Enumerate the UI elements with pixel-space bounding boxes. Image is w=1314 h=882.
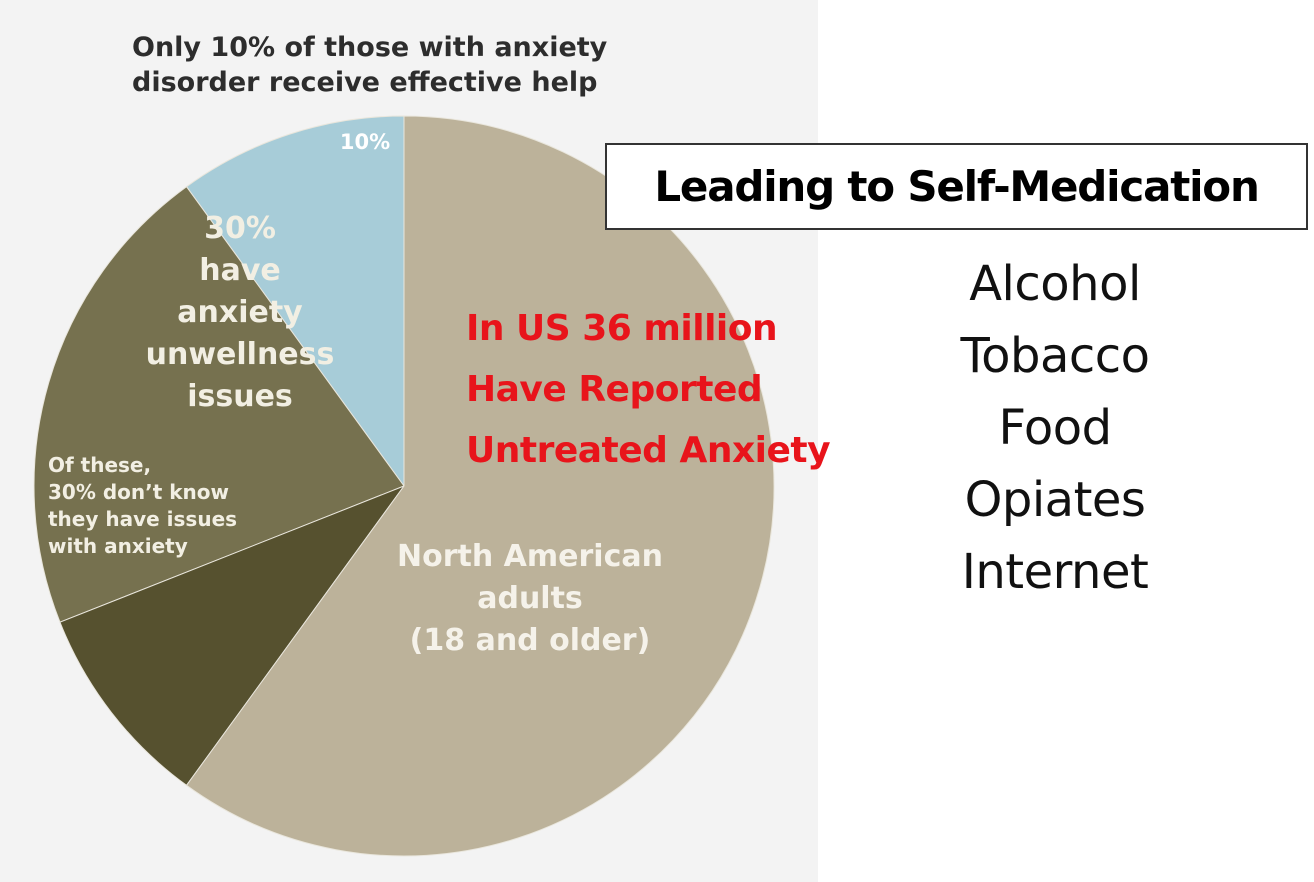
slice-label-line: anxiety	[177, 295, 303, 330]
slice-label-line: (18 and older)	[409, 623, 651, 658]
slice-label-10-percent: 10%	[339, 130, 391, 154]
slice-label-line: issues	[187, 379, 293, 414]
pie-slice-unaware	[59, 484, 406, 787]
list-item: Food	[998, 400, 1112, 456]
list-item: Tobacco	[960, 328, 1150, 384]
callout-line: Have Reported	[466, 369, 763, 410]
slice-label-unaware: Of these, 30% don’t know they have issue…	[48, 452, 308, 560]
slice-label-north-american-adults: North American adults (18 and older)	[340, 536, 720, 662]
pie-slice-effective-help	[185, 115, 405, 488]
slice-label-line: adults	[477, 581, 583, 616]
headline-box: Leading to Self-Medication	[605, 143, 1308, 230]
headline: Leading to Self-Medication	[654, 162, 1259, 211]
list-item: Opiates	[964, 472, 1146, 528]
chart-title-line: disorder receive effective help	[132, 67, 598, 98]
slice-label-line: have	[199, 253, 281, 288]
untreated-anxiety-callout: In US 36 million Have Reported Untreated…	[466, 298, 886, 481]
slice-label-line: North American	[397, 539, 663, 574]
slice-label-line: they have issues	[48, 507, 238, 531]
list-item: Internet	[961, 544, 1149, 600]
slice-label-line: with anxiety	[48, 534, 188, 558]
callout-line: Untreated Anxiety	[466, 430, 831, 471]
pie-chart	[33, 115, 775, 857]
self-medication-list: Alcohol Tobacco Food Opiates Internet	[910, 248, 1200, 608]
slice-label-line: Of these,	[48, 453, 152, 477]
chart-title: Only 10% of those with anxiety disorder …	[132, 30, 732, 100]
pie-slice-anxiety-issues	[33, 185, 405, 623]
chart-title-line: Only 10% of those with anxiety	[132, 32, 608, 63]
slice-label-line: unwellness	[145, 337, 335, 372]
slice-label-line: 30%	[204, 211, 276, 246]
callout-line: In US 36 million	[466, 308, 778, 349]
pie-slice-adults	[185, 115, 775, 857]
slice-label-line: 30% don’t know	[48, 480, 230, 504]
list-item: Alcohol	[969, 256, 1141, 312]
slice-label-anxiety-issues: 30% have anxiety unwellness issues	[140, 208, 340, 418]
